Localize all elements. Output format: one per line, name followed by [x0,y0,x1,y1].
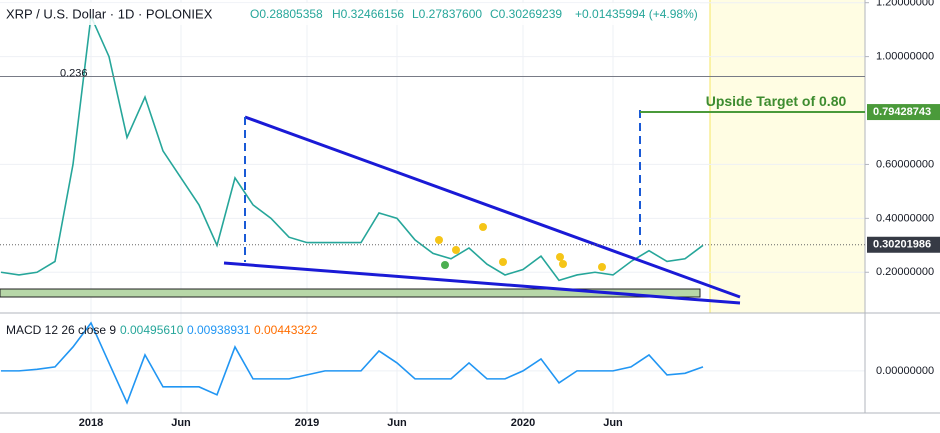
x-tick-label: Jun [603,417,623,429]
y-tick-label: 0.20000000 [876,266,934,278]
marker [479,223,487,231]
y-tick-label: 0.00000000 [876,365,934,377]
last-price-box [867,236,940,253]
marker [435,236,443,244]
series-line [0,13,704,282]
y-tick-label: 0.40000000 [876,212,934,224]
ohlc-close: C0.30269239 [490,7,562,21]
y-tick-label: 1.20000000 [876,0,934,9]
ohlc-low: L0.27837600 [412,7,482,21]
grid [0,0,865,413]
ohlc-change: +0.01435994 (+4.98%) [575,7,698,21]
x-tick-label: 2020 [511,417,535,429]
x-tick-label: 2018 [79,417,103,429]
marker [441,261,449,269]
y-tick-label: 1.00000000 [876,51,934,63]
macd-readout: 0.00495610 [120,323,184,337]
marker [452,246,460,254]
wedge-upper [244,115,741,299]
wedge-lower [223,261,741,305]
ohlc-open: O0.28805358 [250,7,323,21]
series-line [1,321,704,405]
series [0,13,704,405]
marker [598,263,606,271]
projection-zone [710,0,865,313]
macd-legend: MACD 12 26 close 9 [6,323,116,337]
x-tick-label: Jun [171,417,191,429]
target-label: Upside Target of 0.80 [706,93,847,109]
x-tick-label: Jun [387,417,407,429]
target-price: 0.79428743 [873,106,931,118]
marker [499,258,507,266]
last-price: 0.30201986 [873,239,931,251]
y-tick-label: 0.60000000 [876,158,934,170]
x-tick-label: 2019 [295,417,319,429]
fib-label: 0.236 [60,67,88,79]
target-price-box [867,104,940,121]
marker [559,260,567,268]
header-bg [0,3,700,25]
macd-readout: 0.00443322 [254,323,318,337]
support-box [0,288,701,298]
ohlc-high: H0.32466156 [332,7,404,21]
marker [556,253,564,261]
symbol-title: XRP / U.S. Dollar · 1D · POLONIEX [6,6,213,21]
macd-readout: 0.00938931 [187,323,251,337]
